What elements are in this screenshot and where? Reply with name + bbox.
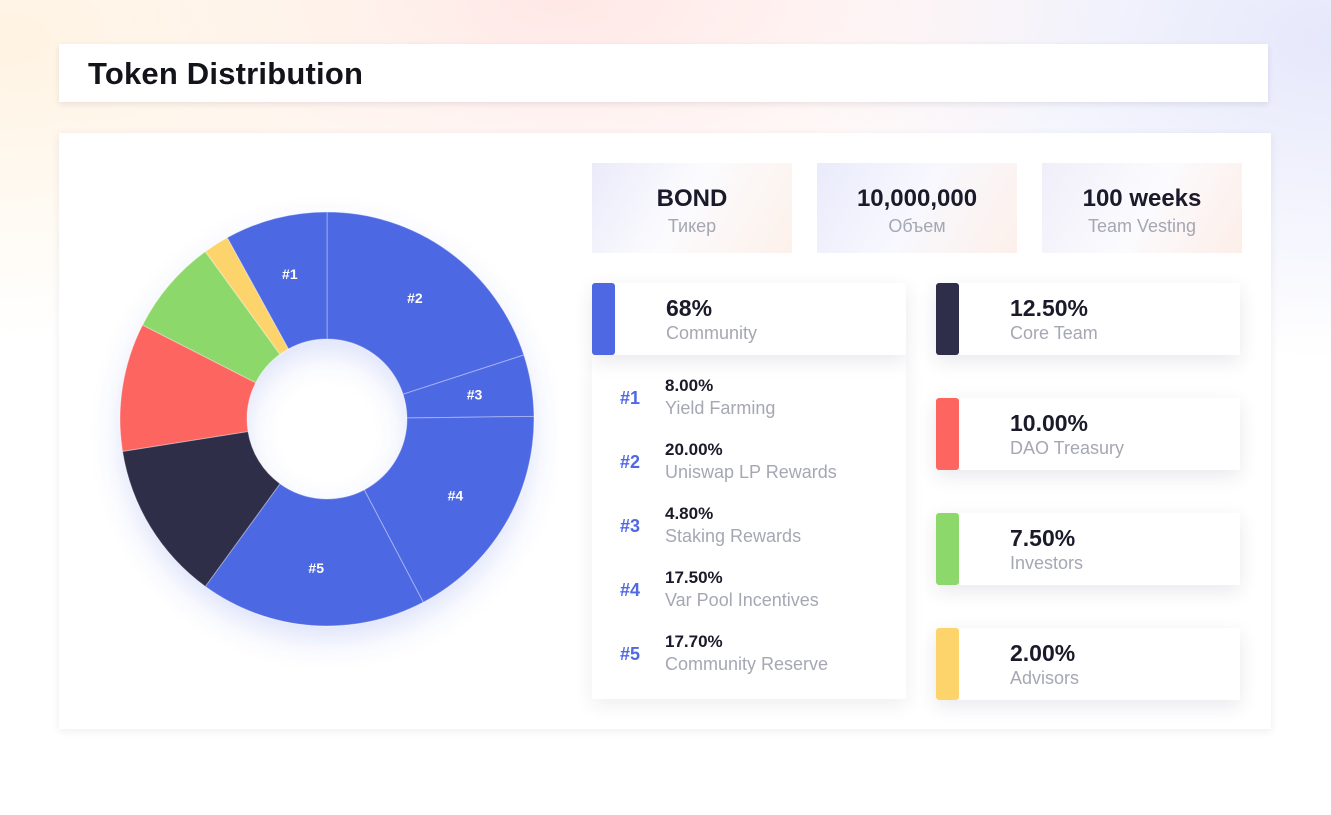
dao-treasury-percent: 10.00%: [1010, 410, 1089, 436]
item-percent: 4.80%: [665, 504, 714, 523]
item-name: Community Reserve: [665, 654, 829, 674]
list-item: #5 17.70% Community Reserve: [592, 632, 906, 680]
item-number: #3: [619, 516, 641, 536]
advisors-name: Advisors: [1010, 668, 1080, 688]
item-percent: 17.70%: [665, 632, 723, 651]
advisors-percent: 2.00%: [1010, 640, 1076, 666]
stat-card-ticker: BOND Тикер: [592, 163, 792, 253]
allocation-community: 68% Community: [592, 283, 906, 355]
allocation-advisors: 2.00% Advisors: [936, 628, 1240, 700]
page-title: Token Distribution: [88, 56, 364, 91]
distribution-panel: #2 #3 #4 #5 #1 BOND Тикер 10,000,000 Объем 1…: [59, 133, 1271, 729]
investors-percent: 7.50%: [1010, 525, 1076, 551]
item-percent: 17.50%: [665, 568, 723, 587]
donut-slice-uniswap-lp-rewards: [326, 211, 525, 395]
item-name: Yield Farming: [665, 398, 776, 418]
allocation-investors: 7.50% Investors: [936, 513, 1240, 585]
item-number: #2: [619, 452, 641, 472]
donut-label-4: #4: [448, 488, 464, 504]
donut-label-1: #1: [282, 266, 298, 282]
investors-color-bar: [936, 513, 959, 585]
community-percent: 68%: [666, 295, 713, 321]
item-name: Uniswap LP Rewards: [665, 462, 837, 482]
donut-label-3: #3: [467, 387, 483, 403]
item-number: #5: [619, 644, 641, 664]
vesting-value: 100 weeks: [1082, 185, 1202, 212]
donut-label-5: #5: [308, 560, 324, 576]
item-percent: 20.00%: [665, 440, 723, 459]
investors-name: Investors: [1010, 553, 1084, 573]
ticker-label: Тикер: [667, 216, 717, 236]
donut-slice-community-reserve: [204, 483, 424, 627]
list-item: #2 20.00% Uniswap LP Rewards: [592, 440, 906, 488]
allocation-dao-treasury: 10.00% DAO Treasury: [936, 398, 1240, 470]
page-header: Token Distribution: [59, 44, 1268, 102]
item-number: #1: [619, 388, 641, 408]
list-item: #3 4.80% Staking Rewards: [592, 504, 906, 552]
community-name: Community: [666, 323, 758, 343]
core-team-color-bar: [936, 283, 959, 355]
donut-slice-core-team: [121, 430, 281, 588]
community-breakdown-list: #1 8.00% Yield Farming #2 20.00% Uniswap…: [592, 355, 906, 699]
item-number: #4: [619, 580, 641, 600]
advisors-color-bar: [936, 628, 959, 700]
item-percent: 8.00%: [665, 376, 714, 395]
list-item: #4 17.50% Var Pool Incentives: [592, 568, 906, 616]
donut-chart: #2 #3 #4 #5 #1: [119, 211, 535, 627]
donut-label-2: #2: [407, 290, 423, 306]
donut-slice-var-pool-incentives: [363, 415, 535, 603]
ticker-value: BOND: [656, 185, 728, 212]
item-name: Var Pool Incentives: [665, 590, 819, 610]
allocation-core-team: 12.50% Core Team: [936, 283, 1240, 355]
dao-treasury-name: DAO Treasury: [1010, 438, 1125, 458]
list-item: #1 8.00% Yield Farming: [592, 376, 906, 424]
stat-card-vesting: 100 weeks Team Vesting: [1042, 163, 1242, 253]
volume-value: 10,000,000: [856, 185, 978, 212]
vesting-label: Team Vesting: [1087, 216, 1197, 236]
item-name: Staking Rewards: [665, 526, 802, 546]
donut-slice-yield-farming: [226, 211, 328, 350]
volume-label: Объем: [888, 216, 946, 236]
core-team-percent: 12.50%: [1010, 295, 1089, 321]
core-team-name: Core Team: [1010, 323, 1098, 343]
stat-card-volume: 10,000,000 Объем: [817, 163, 1017, 253]
dao-treasury-color-bar: [936, 398, 959, 470]
community-color-bar: [592, 283, 615, 355]
